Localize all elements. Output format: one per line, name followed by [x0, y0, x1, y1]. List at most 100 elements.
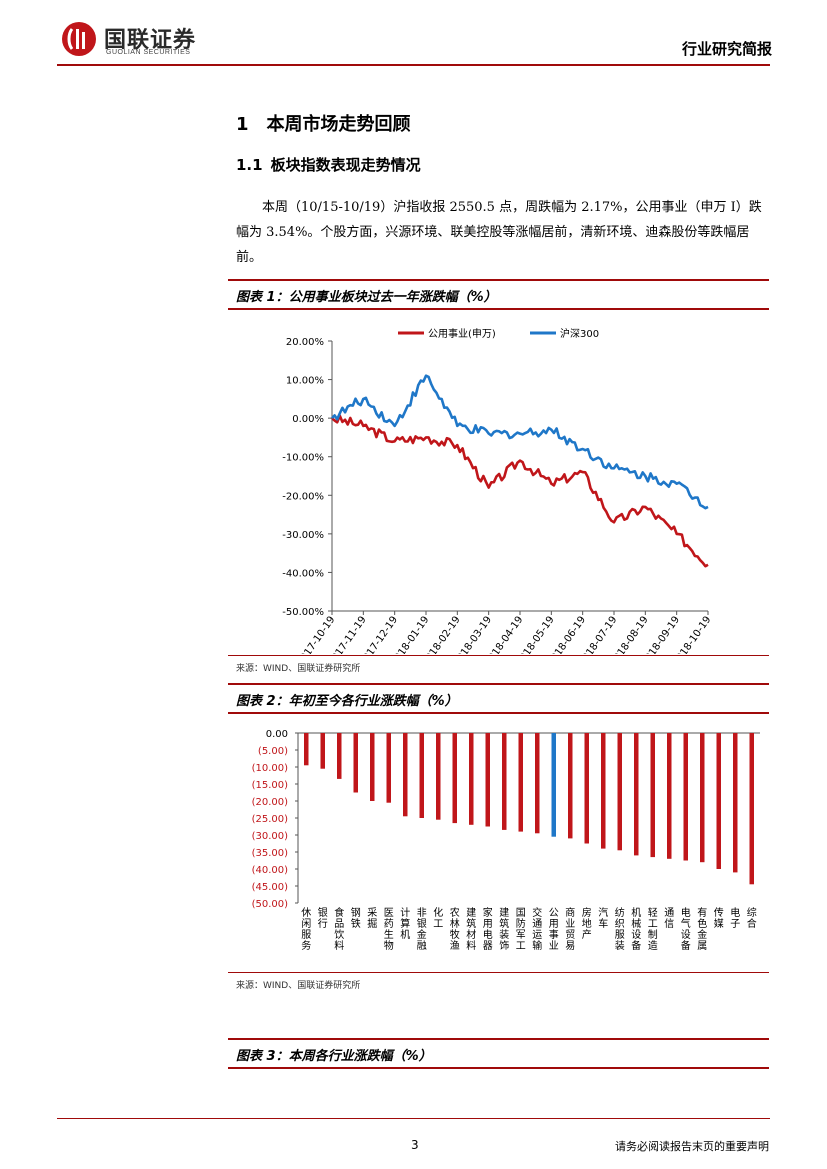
bar	[568, 733, 573, 839]
x-tick-label: 气	[681, 917, 691, 930]
x-tick-label: 备	[631, 939, 641, 952]
x-tick-label: 地	[582, 917, 592, 930]
y-tick-label: 0.00%	[292, 414, 324, 425]
y-tick-label: -30.00%	[282, 530, 324, 541]
bar	[436, 733, 441, 820]
x-tick-label: 材	[466, 928, 476, 941]
y-tick-label: (5.00)	[258, 746, 288, 757]
x-tick-label: 织	[615, 918, 625, 930]
y-tick-label: (35.00)	[252, 848, 289, 859]
subsection-heading: 1.1 板块指数表现走势情况	[236, 154, 421, 175]
bar	[403, 733, 408, 817]
x-tick-label: 工	[648, 919, 658, 930]
footer-disclaimer: 请务必阅读报告末页的重要声明	[615, 1140, 769, 1153]
series-line	[331, 414, 709, 568]
x-tick-label: 掘	[367, 917, 377, 930]
bar	[733, 733, 738, 873]
y-tick-label: 20.00%	[286, 337, 324, 348]
x-tick-label: 子	[730, 918, 740, 930]
x-tick-label: 2017-10-19	[295, 614, 337, 654]
x-tick-label: 造	[648, 939, 658, 952]
x-tick-label: 电	[483, 928, 493, 941]
x-tick-label: 车	[598, 917, 608, 930]
subsection-number: 1.1	[236, 156, 263, 174]
x-tick-label: 银	[417, 917, 427, 930]
x-tick-label: 产	[582, 928, 592, 941]
bar	[716, 733, 721, 869]
x-tick-label: 饰	[499, 939, 509, 952]
x-tick-label: 传	[714, 907, 724, 919]
y-tick-label: (45.00)	[252, 882, 289, 893]
legend-label: 公用事业(申万)	[428, 327, 496, 340]
x-tick-label: 料	[334, 939, 344, 952]
bar	[700, 733, 705, 863]
x-tick-label: 机	[400, 928, 410, 941]
x-tick-label: 算	[400, 917, 410, 930]
x-tick-label: 物	[384, 939, 394, 952]
x-tick-label: 林	[450, 917, 460, 930]
x-tick-label: 业	[549, 940, 559, 952]
bar	[469, 733, 474, 825]
x-tick-label: 械	[631, 917, 641, 930]
y-tick-label: 0.00	[266, 729, 288, 740]
x-tick-label: 建	[466, 906, 476, 919]
x-tick-label: 色	[697, 917, 707, 930]
x-tick-label: 防	[516, 917, 526, 930]
y-tick-label: 10.00%	[286, 376, 324, 387]
x-tick-label: 钢	[351, 906, 361, 919]
header-divider	[57, 64, 770, 66]
y-tick-label: -20.00%	[282, 491, 324, 502]
figure3-title-rule	[228, 1067, 769, 1069]
bar	[535, 733, 540, 834]
bar	[617, 733, 622, 851]
section-number: 1	[236, 114, 249, 135]
x-tick-label: 建	[499, 906, 509, 919]
section-title: 本周市场走势回顾	[266, 114, 411, 135]
x-tick-label: 医	[384, 907, 394, 919]
x-tick-label: 休	[301, 907, 311, 919]
figure2-source: 来源：WIND、国联证券研究所	[236, 981, 361, 991]
report-type: 行业研究简报	[681, 40, 772, 58]
bar	[518, 733, 523, 832]
x-tick-label: 轻	[648, 906, 658, 919]
x-tick-label: 交	[532, 906, 542, 919]
x-tick-label: 牧	[450, 928, 460, 941]
x-tick-label: 公	[549, 908, 559, 919]
figure1-title: 图表 1：公用事业板块过去一年涨跌幅（%）	[236, 290, 497, 305]
x-tick-label: 事	[549, 928, 559, 941]
x-tick-label: 通	[532, 918, 542, 930]
x-tick-label: 银	[318, 906, 328, 919]
x-tick-label: 国	[516, 907, 526, 919]
bar	[337, 733, 342, 779]
x-tick-label: 业	[565, 918, 575, 930]
y-tick-label: (20.00)	[252, 797, 289, 808]
x-tick-label: 料	[466, 939, 476, 952]
legend-label: 沪深300	[560, 327, 599, 340]
x-tick-label: 服	[301, 929, 311, 941]
bar	[683, 733, 688, 861]
x-tick-label: 行	[318, 917, 328, 930]
x-tick-label: 食	[334, 906, 344, 919]
x-tick-label: 设	[631, 929, 641, 941]
x-tick-label: 输	[532, 939, 542, 952]
x-tick-label: 筑	[499, 917, 509, 930]
bar	[502, 733, 507, 830]
figure1-source: 来源：WIND、国联证券研究所	[236, 664, 361, 674]
x-tick-label: 饮	[334, 928, 344, 941]
bar	[386, 733, 391, 803]
x-tick-label: 信	[664, 918, 674, 930]
subsection-title: 板块指数表现走势情况	[270, 156, 421, 174]
x-tick-label: 综	[747, 906, 757, 919]
x-tick-label: 化	[433, 906, 443, 919]
x-tick-label: 渔	[450, 940, 460, 952]
bar	[452, 733, 457, 824]
x-tick-label: 品	[334, 918, 344, 930]
x-tick-label: 合	[747, 917, 757, 930]
bar	[419, 733, 424, 818]
bar	[304, 733, 309, 766]
x-tick-label: 制	[648, 928, 658, 941]
bar	[634, 733, 639, 856]
x-tick-label: 金	[417, 928, 427, 941]
y-tick-label: (50.00)	[252, 899, 289, 910]
figure1-title-rule	[228, 308, 769, 310]
